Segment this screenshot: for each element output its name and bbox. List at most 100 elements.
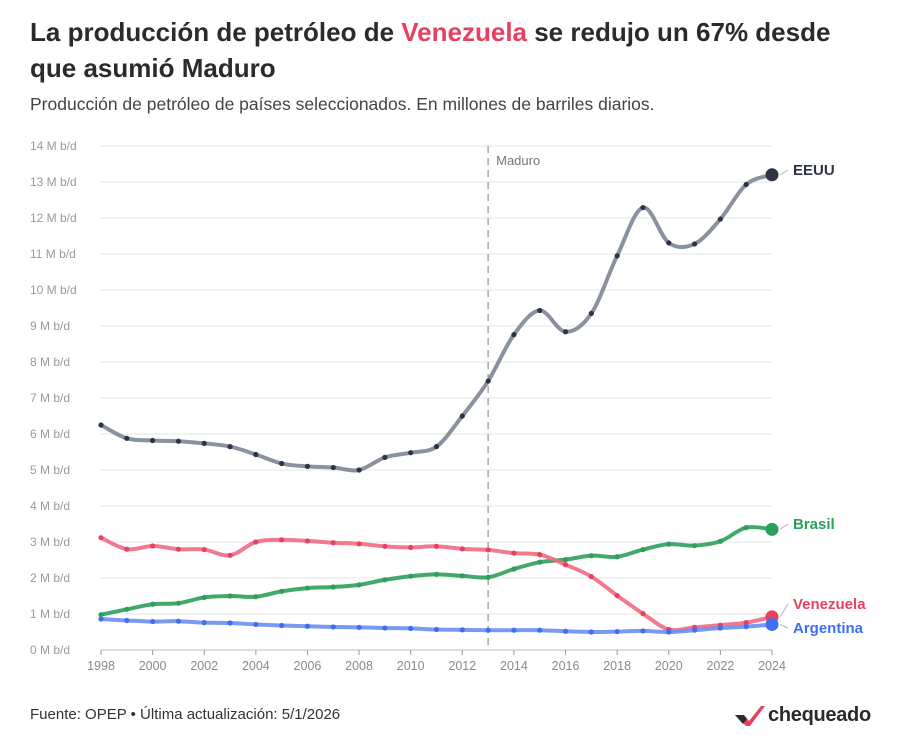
data-point-argentina: [124, 617, 130, 624]
data-point-brasil: [459, 573, 465, 579]
data-point-argentina: [175, 618, 182, 624]
data-point-venezuela: [279, 537, 285, 543]
data-point-eeuu: [98, 422, 104, 428]
data-point-eeuu: [433, 444, 440, 450]
y-tick-label: 2 M b/d: [30, 571, 70, 585]
data-point-eeuu: [356, 467, 362, 473]
data-point-brasil: [614, 554, 620, 560]
data-point-eeuu: [408, 450, 414, 456]
x-tick-label: 2008: [345, 659, 373, 673]
data-point-brasil: [201, 594, 207, 601]
data-point-venezuela: [150, 543, 156, 549]
data-point-brasil: [562, 557, 569, 563]
data-point-venezuela: [356, 541, 362, 547]
data-point-eeuu: [459, 413, 465, 419]
data-point-eeuu: [485, 378, 491, 384]
chequeado-logo-icon: [735, 706, 765, 726]
chart-subtitle: Producción de petróleo de países selecci…: [30, 94, 655, 114]
data-point-venezuela: [640, 611, 646, 617]
chart-title: La producción de petróleo de Venezuela s…: [30, 14, 870, 86]
y-tick-label: 11 M b/d: [30, 247, 76, 261]
series-label-eeuu: EEUU: [793, 162, 835, 179]
data-point-eeuu: [382, 454, 388, 460]
data-point-argentina: [588, 629, 594, 635]
data-point-brasil: [408, 573, 414, 579]
y-tick-label: 7 M b/d: [30, 391, 70, 405]
data-point-argentina: [98, 616, 104, 622]
x-tick-label: 2004: [242, 659, 270, 673]
data-point-argentina: [382, 625, 388, 631]
data-point-eeuu: [304, 463, 311, 469]
data-point-eeuu: [691, 241, 698, 247]
data-point-eeuu: [175, 438, 182, 444]
data-point-argentina: [511, 627, 517, 633]
x-tick-label: 2018: [603, 659, 631, 673]
data-point-argentina: [640, 628, 646, 634]
chart-area: 0 M b/d 1 M b/d 2 M b/d 3 M b/d 4 M b/d 5 M b…: [30, 139, 866, 673]
data-point-venezuela: [485, 547, 491, 553]
end-point-argentina: [765, 617, 779, 631]
x-tick-label: 2022: [706, 659, 734, 673]
data-point-argentina: [666, 629, 672, 635]
data-point-eeuu: [588, 310, 594, 316]
data-point-argentina: [304, 623, 311, 629]
data-point-brasil: [588, 553, 594, 559]
data-point-venezuela: [459, 546, 465, 552]
data-point-brasil: [150, 601, 156, 607]
data-point-venezuela: [330, 540, 336, 546]
x-tick-label: 2014: [500, 659, 528, 673]
data-point-eeuu: [201, 440, 207, 446]
data-point-argentina: [279, 622, 285, 629]
data-point-eeuu: [562, 329, 569, 335]
series-label-connector: [779, 603, 789, 618]
data-point-argentina: [614, 629, 620, 635]
series-label-connector: [779, 623, 789, 629]
x-tick-label: 2006: [294, 659, 322, 673]
data-point-venezuela: [433, 543, 440, 549]
data-point-argentina: [330, 624, 336, 630]
title-text-end: se redujo un 67% desde que asumió Maduro: [30, 17, 831, 83]
logo-text: chequeado: [768, 703, 871, 726]
data-point-brasil: [253, 594, 259, 600]
series-line-eeuu: [99, 172, 774, 473]
data-point-argentina: [253, 621, 259, 628]
data-point-eeuu: [150, 437, 156, 444]
title-highlight: Venezuela: [401, 17, 527, 47]
series-label-venezuela: Venezuela: [793, 596, 866, 613]
data-point-eeuu: [743, 181, 749, 188]
data-point-brasil: [382, 577, 388, 583]
x-tick-label: 2002: [190, 659, 218, 673]
data-point-brasil: [485, 574, 491, 580]
x-tick-label: 2000: [139, 659, 167, 673]
data-point-venezuela: [408, 544, 414, 550]
x-tick-label: 2020: [655, 659, 683, 673]
series-label-connector: [779, 169, 789, 176]
end-point-brasil: [765, 522, 779, 536]
data-point-brasil: [124, 606, 130, 612]
data-point-brasil: [330, 584, 336, 590]
data-point-brasil: [666, 541, 672, 547]
data-point-brasil: [537, 559, 543, 565]
data-point-argentina: [201, 620, 207, 626]
brand-logo[interactable]: chequeado: [735, 700, 871, 730]
y-tick-label: 8 M b/d: [30, 355, 70, 369]
data-point-venezuela: [511, 550, 517, 556]
data-point-argentina: [150, 618, 156, 625]
end-point-eeuu: [765, 168, 779, 182]
data-point-argentina: [433, 626, 440, 633]
x-tick-label: 2012: [448, 659, 476, 673]
source-note: Fuente: OPEP • Última actualización: 5/1…: [30, 706, 341, 723]
data-point-brasil: [356, 582, 362, 588]
data-point-venezuela: [98, 535, 104, 541]
y-tick-label: 0 M b/d: [30, 643, 70, 657]
data-point-brasil: [175, 600, 182, 606]
data-point-argentina: [743, 624, 749, 630]
data-point-eeuu: [253, 451, 259, 458]
data-point-eeuu: [279, 460, 285, 467]
data-point-argentina: [717, 625, 723, 631]
data-point-eeuu: [330, 464, 336, 471]
maduro-annotation-label: Maduro: [496, 153, 540, 168]
series-line-venezuela: [99, 535, 774, 633]
data-point-venezuela: [743, 620, 749, 626]
y-tick-label: 4 M b/d: [30, 499, 70, 513]
